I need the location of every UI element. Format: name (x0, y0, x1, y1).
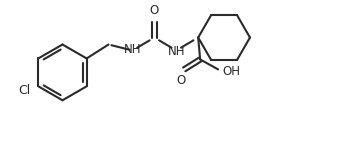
Text: Cl: Cl (18, 84, 30, 97)
Text: O: O (177, 74, 186, 87)
Text: OH: OH (222, 65, 240, 78)
Text: NH: NH (124, 43, 141, 56)
Text: O: O (150, 4, 159, 17)
Text: NH: NH (168, 45, 185, 58)
